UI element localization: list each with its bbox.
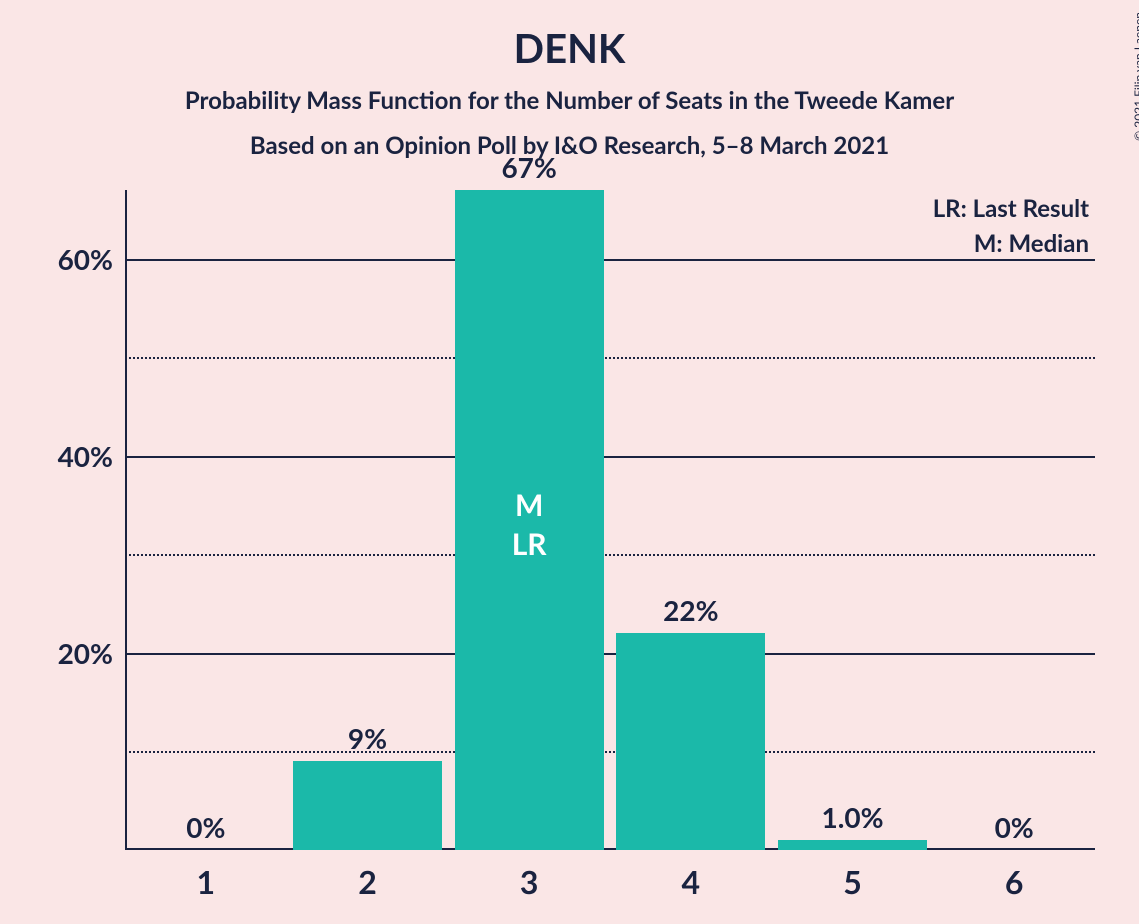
- bar-value-label: 9%: [348, 721, 387, 761]
- gridline-major: [125, 456, 1095, 458]
- bar-value-label: 0%: [995, 810, 1034, 850]
- gridline-minor: [125, 357, 1095, 359]
- x-axis: [125, 848, 1095, 850]
- chart-title: DENK: [0, 0, 1139, 72]
- legend-lr: LR: Last Result: [933, 194, 1089, 223]
- bar: [616, 633, 765, 850]
- chart-subtitle-1: Probability Mass Function for the Number…: [0, 72, 1139, 115]
- xtick-label: 5: [843, 850, 862, 901]
- ytick-label: 40%: [58, 439, 125, 473]
- chart-plot-area: LR: Last Result M: Median 20%40%60%0%19%…: [125, 190, 1095, 850]
- copyright: © 2021 Filip van Laenen: [1131, 12, 1139, 141]
- bar-value-label: 0%: [186, 810, 225, 850]
- xtick-label: 6: [1005, 850, 1024, 901]
- bar-value-label: 67%: [501, 150, 556, 190]
- bar: [293, 761, 442, 850]
- xtick-label: 1: [197, 850, 216, 901]
- bar-annotation: MLR: [512, 486, 547, 564]
- bar-value-label: 22%: [663, 593, 718, 633]
- xtick-label: 3: [520, 850, 539, 901]
- legend: LR: Last Result M: Median: [933, 194, 1089, 264]
- gridline-minor: [125, 751, 1095, 753]
- gridline-minor: [125, 554, 1095, 556]
- gridline-major: [125, 653, 1095, 655]
- ytick-label: 60%: [58, 242, 125, 276]
- xtick-label: 2: [358, 850, 377, 901]
- chart-subtitle-2: Based on an Opinion Poll by I&O Research…: [0, 115, 1139, 160]
- xtick-label: 4: [682, 850, 701, 901]
- gridline-major: [125, 259, 1095, 261]
- bar-value-label: 1.0%: [821, 800, 883, 840]
- ytick-label: 20%: [58, 636, 125, 670]
- bar: [778, 840, 927, 850]
- legend-m: M: Median: [933, 229, 1089, 258]
